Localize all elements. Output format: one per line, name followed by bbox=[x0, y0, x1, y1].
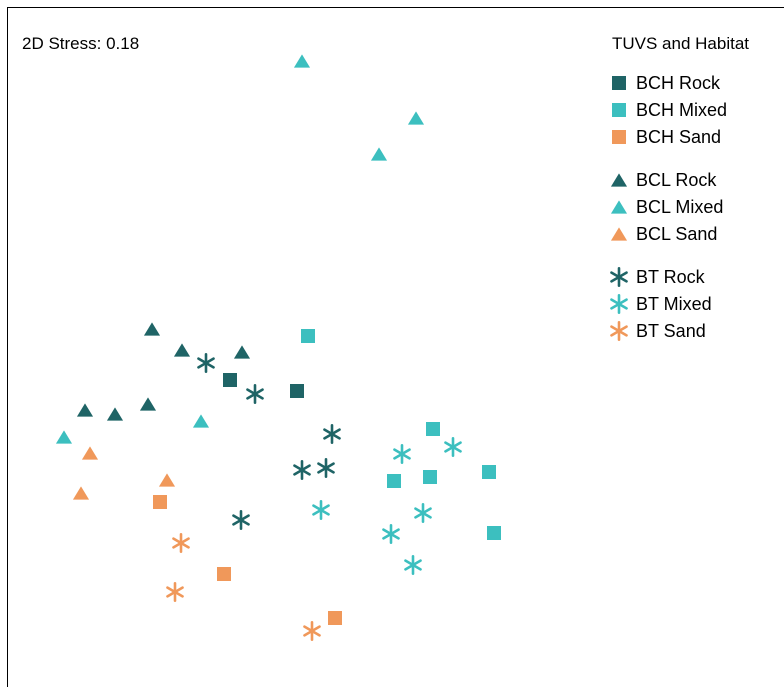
point-bcl-mixed-3 bbox=[370, 147, 388, 161]
point-bcl-sand-3 bbox=[72, 486, 90, 500]
legend-label-bt-sand: BT Sand bbox=[636, 321, 706, 341]
point-bt-mixed-5 bbox=[382, 524, 400, 544]
plot-border bbox=[7, 7, 784, 687]
point-bt-mixed-3 bbox=[312, 500, 330, 520]
legend-marker-bt-rock bbox=[610, 267, 628, 287]
point-bch-mixed-5 bbox=[482, 465, 496, 479]
legend-marker-bch-mixed bbox=[612, 103, 626, 117]
point-bch-sand-3 bbox=[328, 611, 342, 625]
point-bcl-rock-1 bbox=[143, 322, 161, 336]
point-bch-sand-1 bbox=[153, 495, 167, 509]
stress-annotation: 2D Stress: 0.18 bbox=[22, 34, 139, 53]
point-bch-mixed-4 bbox=[423, 470, 437, 484]
legend-label-bt-mixed: BT Mixed bbox=[636, 294, 712, 314]
point-bch-rock-2 bbox=[290, 384, 304, 398]
legend-label-bch-rock: BCH Rock bbox=[636, 73, 721, 93]
point-bt-mixed-1 bbox=[393, 444, 411, 464]
point-bt-rock-6 bbox=[232, 510, 250, 530]
legend-marker-bcl-sand bbox=[610, 227, 628, 241]
point-bt-sand-1 bbox=[172, 533, 190, 553]
point-bch-mixed-6 bbox=[487, 526, 501, 540]
legend-marker-bcl-mixed bbox=[610, 200, 628, 214]
point-bcl-sand-1 bbox=[81, 446, 99, 460]
point-bch-mixed-1 bbox=[301, 329, 315, 343]
point-bt-sand-3 bbox=[303, 621, 321, 641]
point-bt-rock-3 bbox=[323, 424, 341, 444]
legend-title: TUVS and Habitat bbox=[612, 34, 749, 53]
point-bt-mixed-4 bbox=[414, 503, 432, 523]
point-bch-mixed-3 bbox=[387, 474, 401, 488]
point-bch-rock-1 bbox=[223, 373, 237, 387]
point-bch-sand-2 bbox=[217, 567, 231, 581]
legend-marker-bch-sand bbox=[612, 130, 626, 144]
legend-marker-bt-mixed bbox=[610, 294, 628, 314]
point-bcl-rock-3 bbox=[233, 345, 251, 359]
legend-marker-bcl-rock bbox=[610, 173, 628, 187]
data-points bbox=[55, 54, 501, 641]
point-bch-mixed-2 bbox=[426, 422, 440, 436]
point-bcl-mixed-2 bbox=[407, 111, 425, 125]
legend-label-bcl-mixed: BCL Mixed bbox=[636, 197, 723, 217]
legend-label-bch-sand: BCH Sand bbox=[636, 127, 721, 147]
point-bt-rock-2 bbox=[246, 384, 264, 404]
point-bt-sand-2 bbox=[166, 582, 184, 602]
point-bcl-rock-2 bbox=[173, 343, 191, 357]
point-bcl-sand-2 bbox=[158, 473, 176, 487]
point-bcl-rock-6 bbox=[139, 397, 157, 411]
point-bt-rock-4 bbox=[293, 460, 311, 480]
point-bt-rock-1 bbox=[197, 353, 215, 373]
legend-marker-bt-sand bbox=[610, 321, 628, 341]
point-bt-rock-5 bbox=[317, 458, 335, 478]
legend-label-bch-mixed: BCH Mixed bbox=[636, 100, 727, 120]
legend-label-bcl-rock: BCL Rock bbox=[636, 170, 717, 190]
point-bt-mixed-2 bbox=[444, 437, 462, 457]
legend-label-bcl-sand: BCL Sand bbox=[636, 224, 717, 244]
point-bcl-mixed-1 bbox=[293, 54, 311, 68]
point-bcl-rock-5 bbox=[106, 407, 124, 421]
legend: BCH Rock BCH Mixed BCH Sand BCL Rock BCL Mix… bbox=[610, 73, 727, 341]
point-bcl-rock-4 bbox=[76, 403, 94, 417]
point-bcl-mixed-5 bbox=[55, 430, 73, 444]
point-bt-mixed-6 bbox=[404, 555, 422, 575]
legend-label-bt-rock: BT Rock bbox=[636, 267, 706, 287]
legend-marker-bch-rock bbox=[612, 76, 626, 90]
point-bcl-mixed-4 bbox=[192, 414, 210, 428]
